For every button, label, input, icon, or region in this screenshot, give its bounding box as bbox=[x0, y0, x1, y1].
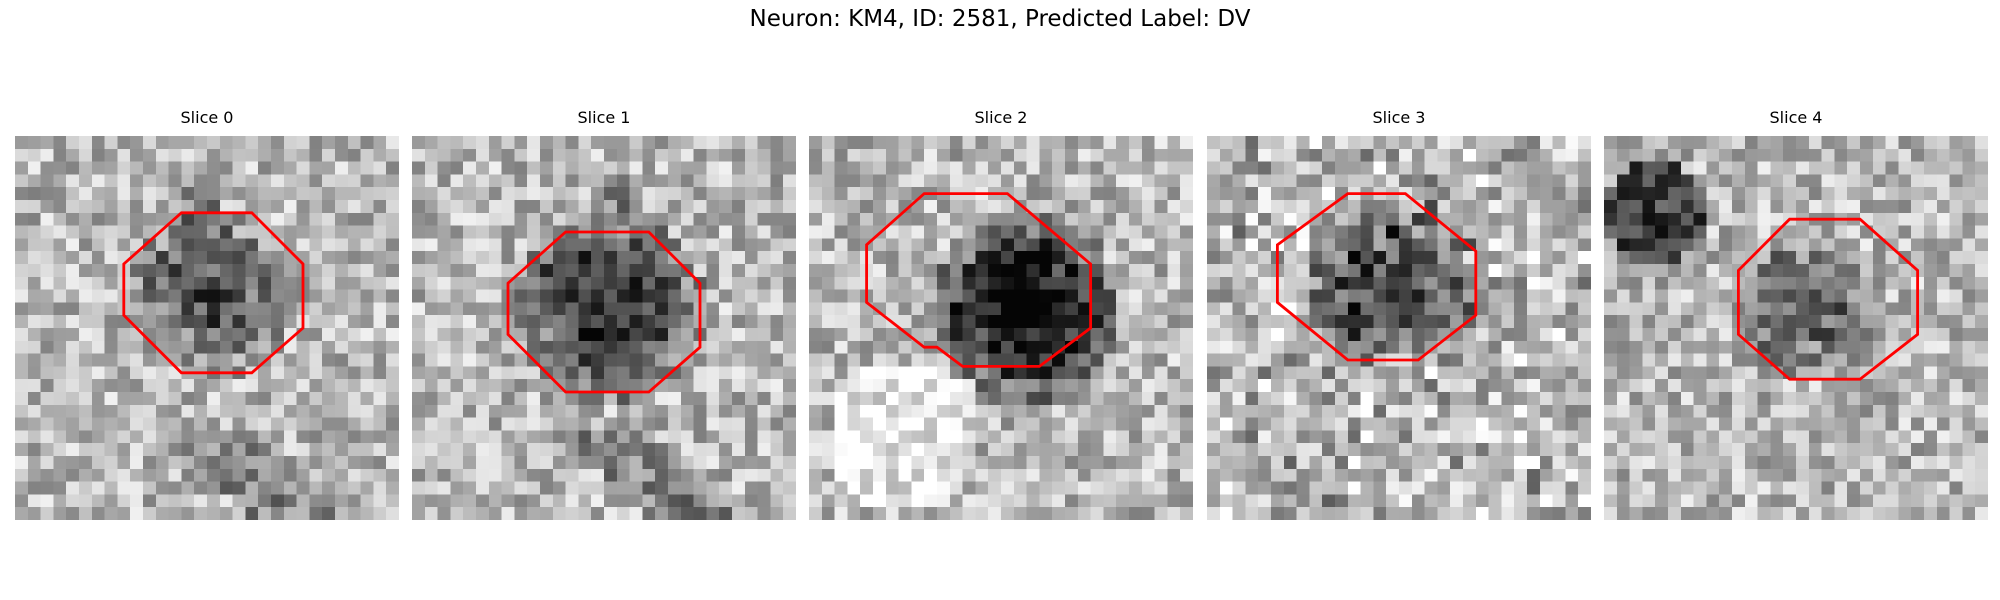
slice-image bbox=[1207, 136, 1591, 520]
figure-title: Neuron: KM4, ID: 2581, Predicted Label: … bbox=[749, 6, 1251, 32]
slice-image bbox=[1604, 136, 1988, 520]
slice-image bbox=[15, 136, 399, 520]
slice-title: Slice 0 bbox=[180, 108, 234, 127]
slice-panel: Slice 4 bbox=[1604, 106, 1988, 520]
roi-outline bbox=[1275, 192, 1478, 362]
slice-image bbox=[809, 136, 1193, 520]
slice-panel: Slice 0 bbox=[15, 106, 399, 520]
roi-outline bbox=[1736, 217, 1920, 381]
slice-panel: Slice 1 bbox=[412, 106, 796, 520]
slice-panel: Slice 3 bbox=[1207, 106, 1591, 520]
roi-outline bbox=[865, 192, 1093, 368]
slice-title: Slice 1 bbox=[577, 108, 631, 127]
slice-title: Slice 3 bbox=[1372, 108, 1426, 127]
roi-outline bbox=[122, 211, 305, 375]
slice-title: Slice 4 bbox=[1769, 108, 1823, 127]
roi-outline bbox=[506, 230, 702, 394]
slice-image bbox=[412, 136, 796, 520]
slice-title: Slice 2 bbox=[974, 108, 1028, 127]
slice-panel: Slice 2 bbox=[809, 106, 1193, 520]
